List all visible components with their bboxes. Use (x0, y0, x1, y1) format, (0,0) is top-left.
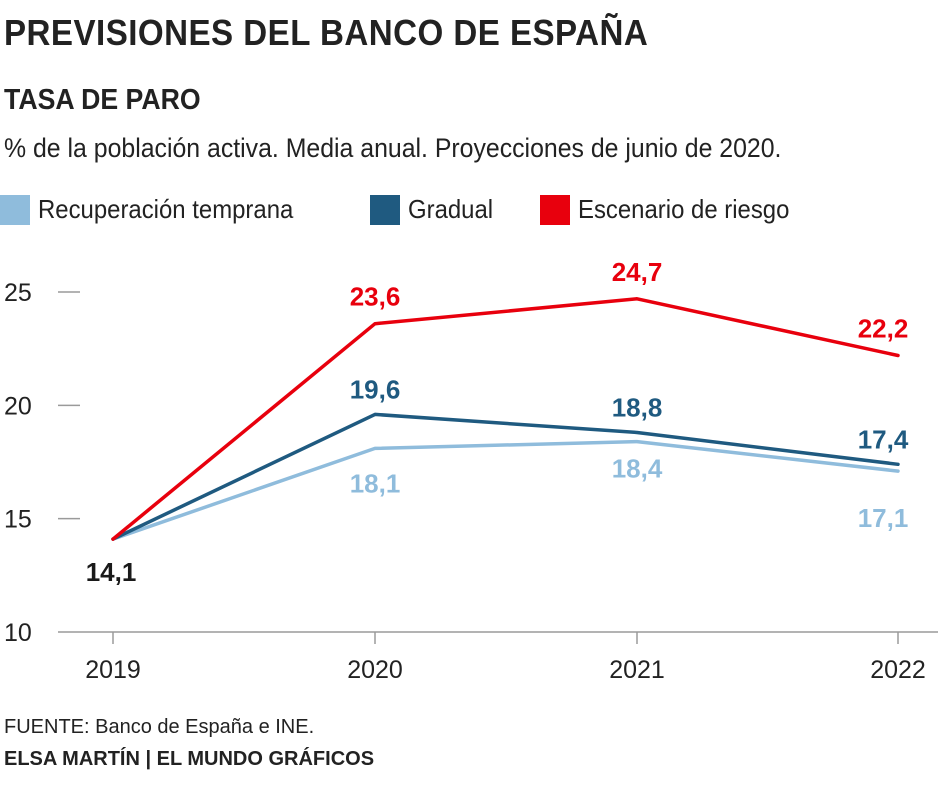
legend-item-gradual: Gradual (370, 194, 501, 225)
legend-label-escenario-de-riesgo: Escenario de riesgo (578, 194, 790, 224)
x-tick-label-2022: 2022 (870, 656, 926, 684)
data-label-gradual-2020: 19,6 (350, 374, 401, 404)
data-label-recuperacion-temprana-2020: 18,1 (350, 468, 401, 498)
chart-description: % de la población activa. Media anual. P… (4, 133, 782, 163)
legend-item-escenario-de-riesgo: Escenario de riesgo (540, 194, 808, 225)
chart-title: PREVISIONES DEL BANCO DE ESPAÑA (4, 12, 649, 53)
data-label-start-2019: 14,1 (86, 557, 137, 587)
data-label-escenario-de-riesgo-2021: 24,7 (612, 257, 663, 287)
legend-swatch-gradual (370, 194, 400, 225)
x-tick-label-2020: 2020 (347, 656, 403, 684)
x-tick-label-2019: 2019 (85, 656, 141, 684)
legend: Recuperación temprana Gradual Escenario … (0, 194, 940, 234)
data-label-gradual-2022: 17,4 (858, 424, 909, 454)
x-tick-label-2021: 2021 (609, 656, 665, 684)
legend-label-recuperacion-temprana: Recuperación temprana (38, 194, 294, 224)
data-label-gradual-2021: 18,8 (612, 393, 663, 423)
chart-subtitle: TASA DE PARO (4, 84, 201, 116)
series-line-escenario-de-riesgo (111, 297, 900, 541)
y-tick-label-15: 15 (4, 506, 32, 534)
legend-item-recuperacion-temprana: Recuperación temprana (0, 194, 316, 225)
legend-swatch-recuperacion-temprana (0, 194, 30, 225)
legend-swatch-escenario-de-riesgo (540, 194, 570, 225)
data-label-escenario-de-riesgo-2020: 23,6 (350, 282, 401, 312)
data-label-escenario-de-riesgo-2022: 22,2 (858, 313, 909, 343)
y-tick-label-25: 25 (4, 279, 32, 307)
legend-label-gradual: Gradual (408, 194, 494, 224)
series-line-gradual (111, 412, 900, 541)
credit-line: ELSA MARTÍN | EL MUNDO GRÁFICOS (4, 748, 375, 770)
data-label-recuperacion-temprana-2021: 18,4 (612, 454, 663, 484)
data-label-recuperacion-temprana-2022: 17,1 (858, 503, 909, 533)
y-tick-label-20: 20 (4, 392, 32, 420)
series-line-recuperacion-temprana (111, 439, 900, 541)
y-tick-label-10: 10 (4, 619, 32, 647)
source-note: FUENTE: Banco de España e INE. (4, 716, 315, 738)
